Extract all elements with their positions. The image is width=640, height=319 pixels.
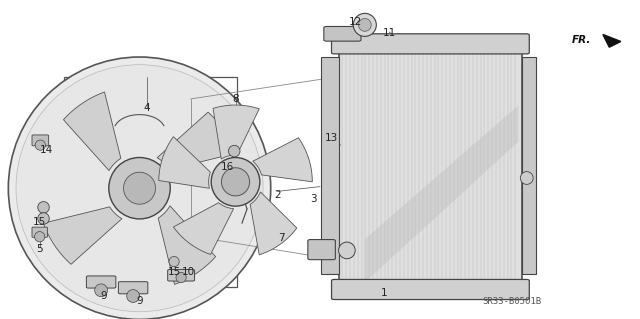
Ellipse shape bbox=[35, 232, 45, 242]
FancyBboxPatch shape bbox=[332, 34, 529, 54]
Text: 11: 11 bbox=[383, 28, 396, 39]
FancyBboxPatch shape bbox=[86, 276, 116, 288]
Text: 15: 15 bbox=[33, 217, 46, 227]
FancyBboxPatch shape bbox=[32, 227, 47, 237]
Polygon shape bbox=[63, 92, 121, 171]
Ellipse shape bbox=[38, 213, 49, 224]
Ellipse shape bbox=[169, 256, 179, 267]
Polygon shape bbox=[159, 137, 211, 188]
Ellipse shape bbox=[95, 284, 108, 297]
Text: 12: 12 bbox=[349, 17, 362, 27]
Bar bbox=[64, 77, 237, 287]
Text: 16: 16 bbox=[221, 161, 234, 172]
Text: 14: 14 bbox=[40, 145, 52, 155]
Ellipse shape bbox=[16, 65, 263, 312]
Ellipse shape bbox=[353, 13, 376, 36]
FancyBboxPatch shape bbox=[324, 26, 361, 41]
Text: SR33-B0501B: SR33-B0501B bbox=[483, 297, 541, 306]
Text: 8: 8 bbox=[232, 94, 239, 104]
Text: 15: 15 bbox=[168, 267, 180, 277]
Polygon shape bbox=[250, 192, 297, 255]
Ellipse shape bbox=[8, 57, 271, 319]
Text: 3: 3 bbox=[310, 194, 317, 204]
Ellipse shape bbox=[520, 172, 533, 184]
Ellipse shape bbox=[127, 290, 140, 302]
Polygon shape bbox=[173, 203, 234, 255]
Ellipse shape bbox=[176, 272, 186, 283]
Ellipse shape bbox=[35, 140, 45, 150]
FancyBboxPatch shape bbox=[308, 240, 335, 260]
FancyBboxPatch shape bbox=[32, 135, 49, 146]
Text: FR.: FR. bbox=[572, 35, 591, 45]
Ellipse shape bbox=[221, 168, 250, 196]
Ellipse shape bbox=[38, 202, 49, 213]
Text: 1: 1 bbox=[381, 288, 387, 299]
Text: 4: 4 bbox=[144, 103, 150, 114]
Bar bbox=[321, 57, 339, 274]
Polygon shape bbox=[365, 105, 518, 282]
Text: 13: 13 bbox=[325, 133, 338, 143]
Polygon shape bbox=[253, 138, 312, 182]
Bar bbox=[339, 45, 522, 287]
Bar bbox=[522, 57, 536, 274]
Ellipse shape bbox=[339, 242, 355, 259]
Text: 10: 10 bbox=[182, 267, 195, 277]
Text: 9: 9 bbox=[100, 291, 107, 301]
Text: 7: 7 bbox=[278, 233, 285, 243]
Polygon shape bbox=[157, 112, 236, 170]
Text: 5: 5 bbox=[36, 244, 43, 254]
Polygon shape bbox=[603, 34, 621, 47]
Text: 9: 9 bbox=[136, 296, 143, 307]
Ellipse shape bbox=[211, 158, 260, 206]
FancyBboxPatch shape bbox=[168, 270, 195, 281]
FancyBboxPatch shape bbox=[332, 279, 529, 300]
Polygon shape bbox=[158, 206, 216, 285]
Ellipse shape bbox=[124, 172, 156, 204]
Ellipse shape bbox=[109, 158, 170, 219]
Ellipse shape bbox=[358, 19, 371, 31]
Text: 2: 2 bbox=[274, 189, 280, 200]
Polygon shape bbox=[44, 207, 122, 264]
FancyBboxPatch shape bbox=[118, 282, 148, 294]
Polygon shape bbox=[213, 105, 259, 159]
Ellipse shape bbox=[228, 145, 240, 157]
